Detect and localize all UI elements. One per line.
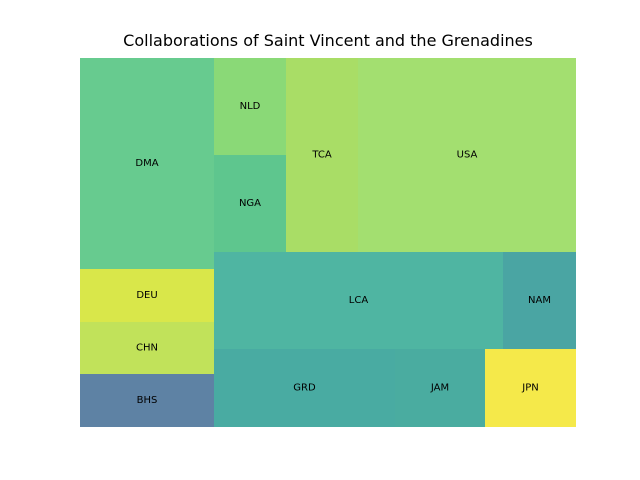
tile-label-nam: NAM [528,295,551,306]
tile-label-grd: GRD [293,383,316,394]
tile-dma [80,58,214,269]
tile-label-tca: TCA [311,150,332,161]
tile-label-dma: DMA [135,158,158,169]
tile-lca [214,252,503,349]
tile-nam [503,252,576,349]
tile-deu [80,269,214,322]
tile-nga [214,155,286,252]
chart-title: Collaborations of Saint Vincent and the … [123,31,533,50]
tile-chn [80,322,214,374]
tile-label-deu: DEU [136,290,157,301]
tile-usa [358,58,576,252]
tile-label-lca: LCA [349,295,369,306]
tile-tca [286,58,358,252]
tile-grd [214,349,395,427]
tile-jpn [485,349,576,427]
tile-label-jam: JAM [430,383,449,394]
tile-label-nga: NGA [239,198,261,209]
tile-label-chn: CHN [136,343,158,354]
tile-jam [395,349,485,427]
tile-bhs [80,374,214,427]
tile-label-nld: NLD [240,101,261,112]
tile-nld [214,58,286,155]
tile-label-jpn: JPN [521,383,538,394]
tile-label-bhs: BHS [137,395,158,406]
tile-label-usa: USA [457,150,478,161]
